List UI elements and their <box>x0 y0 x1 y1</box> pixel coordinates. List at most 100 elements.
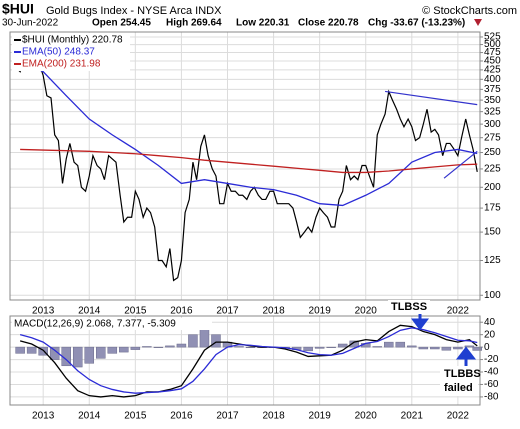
histogram-bar <box>303 346 313 352</box>
quote-high: High 269.64 <box>166 18 222 29</box>
y-tick-label: 325 <box>484 106 501 117</box>
histogram-bar <box>314 346 325 349</box>
histogram-bar <box>176 343 187 348</box>
x-tick-label: 2013 <box>32 411 55 422</box>
histogram-bar <box>26 346 37 354</box>
y-tick-label: -60 <box>484 379 499 390</box>
histogram-bar <box>199 328 210 348</box>
quote-change: Chg -33.67 (-13.23%) <box>368 18 465 29</box>
down-arrow <box>474 19 482 26</box>
y-tick-label: 375 <box>484 84 501 95</box>
annotation: TLBSS <box>391 301 427 313</box>
x-tick-label: 2016 <box>170 411 193 422</box>
histogram-bar <box>153 346 164 348</box>
y-tick-label: 40 <box>484 317 496 328</box>
y-tick-label: -80 <box>484 392 499 403</box>
histogram-bar <box>407 345 417 348</box>
histogram-bar <box>119 346 129 353</box>
y-tick-label: -20 <box>484 354 499 365</box>
y-tick-label: 500 <box>484 39 501 50</box>
annotation-arrow <box>411 314 429 331</box>
annotation-box <box>440 366 478 396</box>
quote-open: Open 254.45 <box>92 18 151 29</box>
histogram-bar <box>245 346 256 348</box>
x-tick-label: 2020 <box>355 411 378 422</box>
x-tick-label: 2015 <box>124 306 147 317</box>
plot-frame <box>9 315 481 406</box>
x-tick-label: 2017 <box>216 306 239 317</box>
plot-frame <box>9 31 481 301</box>
price-line <box>16 43 478 282</box>
legend-label: EMA(50) 248.37 <box>22 47 95 58</box>
annotation: failed <box>444 382 473 394</box>
histogram-bar <box>234 346 244 348</box>
y-tick-label: 275 <box>484 132 501 143</box>
legend-box <box>12 33 130 71</box>
x-tick-label: 2019 <box>309 306 332 317</box>
y-tick-label: 400 <box>484 74 501 85</box>
annotation-box <box>388 300 430 314</box>
x-tick-label: 2022 <box>447 411 470 422</box>
histogram-bar <box>84 346 95 364</box>
index-name: Gold Bugs Index - NYSE Arca INDX <box>46 5 222 17</box>
quote-close: Close 220.78 <box>298 18 359 29</box>
histogram-bar <box>372 346 382 348</box>
histogram-bar <box>384 341 394 348</box>
histogram-bar <box>395 341 406 348</box>
histogram-bar <box>142 346 152 348</box>
x-tick-label: 2017 <box>216 411 239 422</box>
histogram-bar <box>349 340 359 348</box>
title-box <box>12 318 212 330</box>
x-tick-label: 2019 <box>309 411 332 422</box>
y-tick-label: 125 <box>484 255 501 266</box>
trendline <box>384 90 478 106</box>
y-tick-label: 300 <box>484 119 501 130</box>
symbol: $HUI <box>2 1 34 17</box>
y-tick-label: -40 <box>484 367 499 378</box>
y-tick-label: 225 <box>484 164 501 175</box>
indicator-line <box>19 327 478 394</box>
y-tick-label: 175 <box>484 203 501 214</box>
histogram-bar <box>15 346 25 354</box>
x-tick-label: 2018 <box>262 411 285 422</box>
x-tick-label: 2021 <box>401 411 424 422</box>
source: © StockCharts.com <box>422 5 517 17</box>
histogram-bar <box>72 346 83 368</box>
histogram-bar <box>326 346 336 348</box>
histogram-bar <box>472 346 482 351</box>
x-tick-label: 2015 <box>124 411 147 422</box>
annotations: TLBSS TLBBS failed <box>388 300 481 396</box>
y-tick-label: 525 <box>484 32 501 43</box>
histogram-bar <box>211 334 221 348</box>
histogram-bar <box>188 334 198 348</box>
histogram-bar <box>337 343 348 348</box>
date: 30-Jun-2022 <box>2 18 59 29</box>
x-tick-label: 2020 <box>355 306 378 317</box>
y-tick-label: 250 <box>484 147 501 158</box>
legend-label: $HUI (Monthly) 220.78 <box>22 35 123 46</box>
x-tick-label: 2018 <box>262 306 285 317</box>
y-tick-label: 200 <box>484 182 501 193</box>
histogram-bar <box>464 345 475 348</box>
quote-low: Low 220.31 <box>236 18 290 29</box>
y-tick-label: 425 <box>484 65 501 76</box>
histogram-bar <box>96 346 106 359</box>
histogram-bar <box>107 346 118 354</box>
y-tick-label: 450 <box>484 56 501 67</box>
y-tick-label: 20 <box>484 329 496 340</box>
panel-title: MACD(12,26,9) 2.068, 7.377, -5.309 <box>14 319 176 330</box>
histogram-bar <box>130 346 141 350</box>
legend-label: EMA(200) 231.98 <box>22 59 101 70</box>
y-tick-label: 100 <box>484 290 501 301</box>
x-tick-label: 2014 <box>78 306 101 317</box>
x-tick-label: 2022 <box>447 306 470 317</box>
indicator-line <box>20 148 478 174</box>
annotation: TLBBS <box>444 368 481 380</box>
histogram-bar <box>165 345 175 348</box>
x-tick-label: 2016 <box>170 306 193 317</box>
annotation-arrow <box>455 346 477 366</box>
histogram-bar <box>453 346 463 350</box>
histogram-bar <box>441 346 452 351</box>
histogram-bar <box>418 346 429 350</box>
